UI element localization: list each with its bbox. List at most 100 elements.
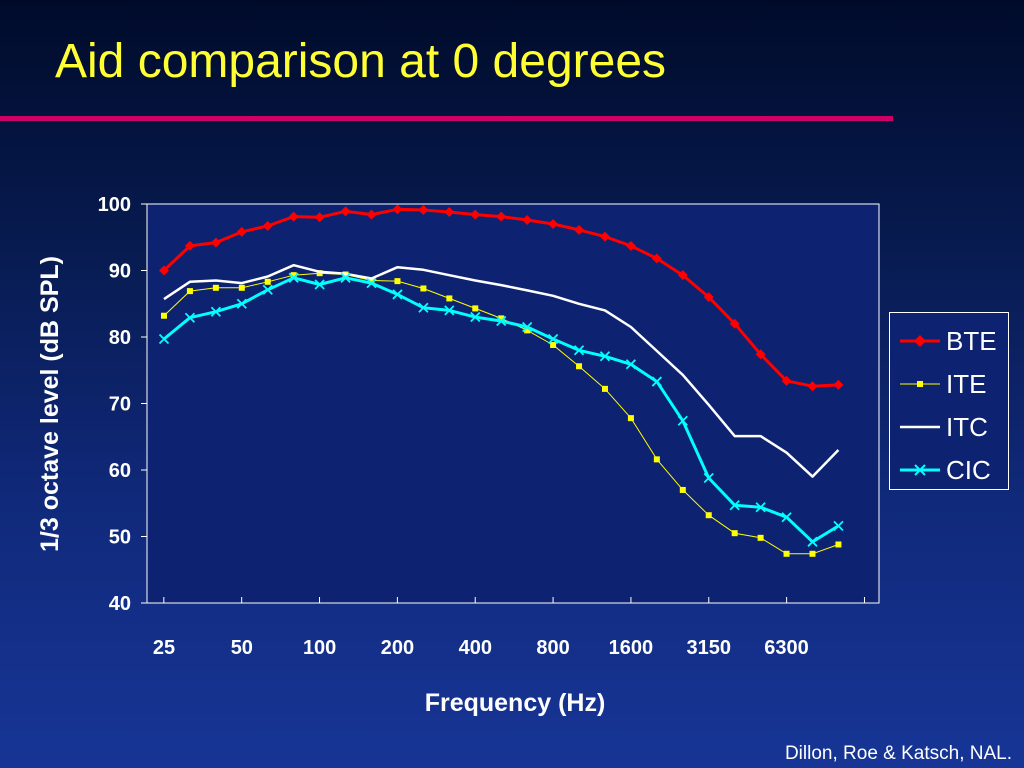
data-point [288,211,299,222]
data-point [729,500,740,511]
data-point [522,321,533,333]
chart-legend: BTE ITE ITC CIC [889,312,1009,490]
x-tick-label: 800 [536,637,569,659]
data-point [498,315,505,322]
data-point [418,302,429,313]
data-point [420,285,427,292]
y-tick-label: 90 [109,261,131,283]
data-point [368,277,375,284]
series-ite [161,270,842,557]
data-point [627,415,634,422]
data-point [703,292,714,303]
data-point [210,237,221,248]
data-point [807,381,818,392]
data-point [418,204,429,215]
data-point [184,240,195,251]
x-tick-label: 3150 [686,637,731,659]
data-point [446,295,453,302]
x-axis-title: Frequency (Hz) [425,689,606,717]
data-point [653,456,660,463]
data-point [705,512,712,519]
y-tick-label: 40 [109,593,131,615]
legend-item-bte: BTE [898,325,1008,356]
data-point [392,204,403,215]
x-tick-label: 1600 [609,637,654,659]
data-point [677,415,688,426]
legend-item-itc: ITC [898,411,1008,442]
x-tick-label: 50 [231,637,253,659]
x-tick-label: 100 [303,637,336,659]
legend-item-cic: CIC [898,454,1008,485]
data-point [651,253,662,264]
data-point [625,359,637,370]
data-point [470,209,481,220]
data-point [186,288,193,295]
data-point [314,212,325,223]
x-tick-label: 25 [153,637,175,659]
legend-label-itc: ITC [946,412,988,442]
data-point [833,379,844,390]
series-cic [158,272,844,547]
data-point [444,305,455,316]
data-point [159,265,169,276]
legend-label-cic: CIC [946,455,991,485]
data-point [573,345,585,356]
data-point [262,220,273,231]
data-point [210,306,222,317]
legend-label-bte: BTE [946,326,997,356]
data-point [316,270,323,277]
series-bte [159,204,844,392]
data-point [576,363,583,370]
y-axis: 40 50 60 70 80 90 100 [98,194,147,615]
data-point [496,211,507,222]
data-point [679,486,686,493]
data-point [288,272,299,283]
data-point [548,218,559,229]
data-point [550,341,557,348]
data-point [731,530,738,537]
data-point [574,224,585,235]
series-itc [163,263,840,478]
series-line-itc [163,263,840,478]
data-point [444,206,455,217]
itc-swatch [900,425,940,429]
slide-title: Aid comparison at 0 degrees [55,35,667,88]
data-point [833,520,844,531]
bte-swatch [900,335,940,347]
data-point [703,472,714,484]
data-point [651,376,662,387]
data-point [472,305,479,312]
y-tick-label: 100 [98,194,131,216]
data-point [212,284,219,291]
y-tick-label: 60 [109,460,131,482]
ite-swatch [900,381,940,387]
data-point [394,278,401,285]
x-tick-label: 400 [459,637,492,659]
data-point [238,284,245,291]
data-point [366,209,377,220]
data-point [236,298,247,309]
data-point [290,272,297,279]
data-point [522,214,533,225]
data-point [340,206,351,217]
title-divider [0,116,893,121]
data-point [809,550,816,557]
x-tick-label: 200 [381,637,414,659]
data-point [601,385,608,392]
data-point [470,311,481,323]
series-layer [158,204,844,557]
data-point [625,240,636,251]
y-tick-label: 80 [109,327,131,349]
data-point [547,333,559,345]
data-point [755,349,766,360]
data-point [677,270,688,281]
data-point [236,226,247,237]
data-point [496,315,507,327]
legend-label-ite: ITE [946,369,987,399]
data-point [835,541,842,548]
x-axis: 25 50 100 200 400 800 1600 3150 6300 [153,597,865,659]
data-point [314,279,325,290]
data-point [755,502,766,513]
plot-area [146,203,880,604]
